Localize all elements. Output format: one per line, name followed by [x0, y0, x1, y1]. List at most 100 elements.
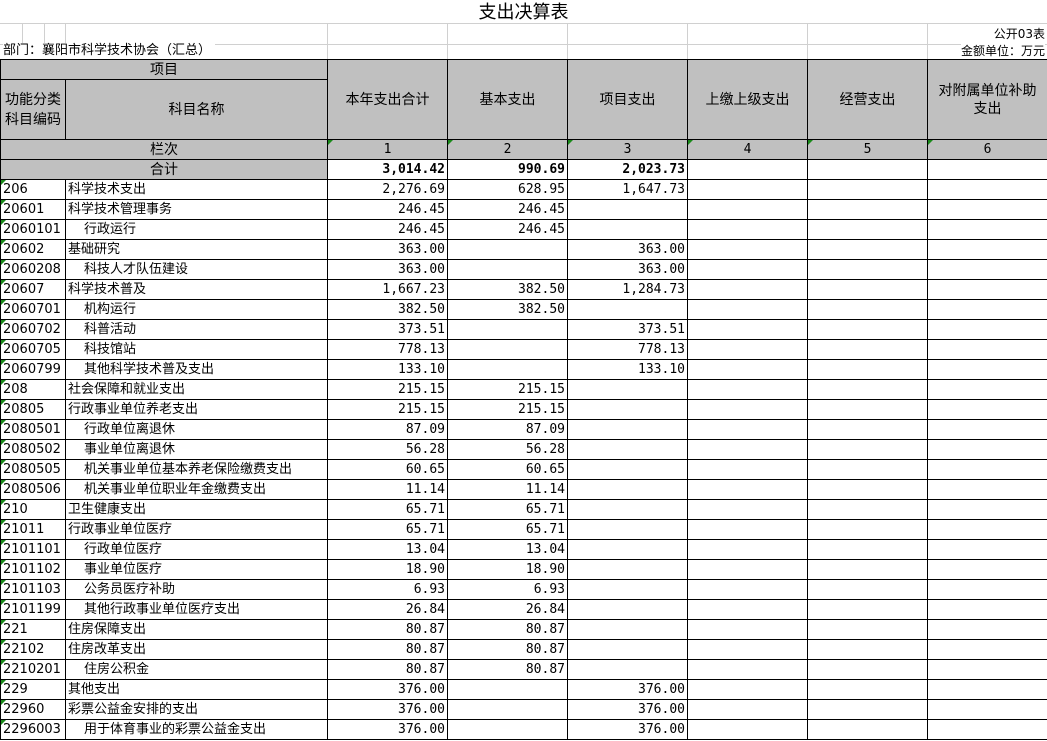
value-cell[interactable]: [447, 319, 568, 340]
value-cell[interactable]: [807, 179, 928, 200]
value-cell[interactable]: [687, 599, 808, 620]
value-cell[interactable]: 376.00: [567, 719, 688, 740]
name-cell[interactable]: 公务员医疗补助: [65, 579, 328, 600]
value-cell[interactable]: 1,647.73: [567, 179, 688, 200]
value-cell[interactable]: 65.71: [447, 519, 568, 540]
value-cell[interactable]: [807, 679, 928, 700]
code-cell[interactable]: 210: [0, 499, 66, 520]
code-cell[interactable]: 22102: [0, 639, 66, 660]
value-cell[interactable]: [567, 499, 688, 520]
value-cell[interactable]: [567, 459, 688, 480]
name-cell[interactable]: 基础研究: [65, 239, 328, 260]
value-cell[interactable]: 215.15: [327, 379, 448, 400]
value-cell[interactable]: 80.87: [447, 619, 568, 640]
value-cell[interactable]: [687, 659, 808, 680]
value-cell[interactable]: [807, 699, 928, 720]
value-cell[interactable]: [927, 199, 1047, 220]
value-cell[interactable]: [687, 579, 808, 600]
value-cell[interactable]: 11.14: [447, 479, 568, 500]
value-cell[interactable]: [807, 279, 928, 300]
code-cell[interactable]: 2060208: [0, 259, 66, 280]
value-cell[interactable]: [927, 499, 1047, 520]
value-cell[interactable]: [927, 639, 1047, 660]
value-cell[interactable]: [927, 659, 1047, 680]
value-cell[interactable]: [927, 219, 1047, 240]
value-cell[interactable]: [447, 259, 568, 280]
value-cell[interactable]: 215.15: [447, 399, 568, 420]
value-cell[interactable]: 376.00: [567, 699, 688, 720]
value-cell[interactable]: 363.00: [567, 259, 688, 280]
value-cell[interactable]: [927, 319, 1047, 340]
value-cell[interactable]: [927, 359, 1047, 380]
value-cell[interactable]: [687, 279, 808, 300]
value-cell[interactable]: [567, 599, 688, 620]
value-cell[interactable]: [927, 719, 1047, 740]
value-cell[interactable]: [927, 539, 1047, 560]
value-cell[interactable]: [807, 299, 928, 320]
value-cell[interactable]: [567, 619, 688, 640]
name-cell[interactable]: 科技馆站: [65, 339, 328, 360]
value-cell[interactable]: [927, 699, 1047, 720]
name-cell[interactable]: 科普活动: [65, 319, 328, 340]
value-cell[interactable]: [927, 479, 1047, 500]
value-cell[interactable]: [687, 459, 808, 480]
value-cell[interactable]: [687, 299, 808, 320]
value-cell[interactable]: [927, 459, 1047, 480]
value-cell[interactable]: [447, 679, 568, 700]
name-cell[interactable]: 机构运行: [65, 299, 328, 320]
total-value[interactable]: 990.69: [447, 159, 568, 180]
value-cell[interactable]: [807, 339, 928, 360]
value-cell[interactable]: [807, 319, 928, 340]
code-cell[interactable]: 221: [0, 619, 66, 640]
code-cell[interactable]: 208: [0, 379, 66, 400]
value-cell[interactable]: 382.50: [447, 299, 568, 320]
value-cell[interactable]: 382.50: [327, 299, 448, 320]
total-value[interactable]: [807, 159, 928, 180]
value-cell[interactable]: [687, 339, 808, 360]
value-cell[interactable]: 2,276.69: [327, 179, 448, 200]
value-cell[interactable]: 133.10: [327, 359, 448, 380]
value-cell[interactable]: [807, 479, 928, 500]
code-cell[interactable]: 2060799: [0, 359, 66, 380]
value-cell[interactable]: [807, 519, 928, 540]
value-cell[interactable]: [567, 639, 688, 660]
value-cell[interactable]: 26.84: [447, 599, 568, 620]
value-cell[interactable]: 376.00: [327, 699, 448, 720]
code-cell[interactable]: 2101101: [0, 539, 66, 560]
value-cell[interactable]: [687, 259, 808, 280]
value-cell[interactable]: [807, 719, 928, 740]
value-cell[interactable]: [807, 399, 928, 420]
name-cell[interactable]: 彩票公益金安排的支出: [65, 699, 328, 720]
value-cell[interactable]: 778.13: [567, 339, 688, 360]
value-cell[interactable]: 65.71: [327, 499, 448, 520]
value-cell[interactable]: [927, 399, 1047, 420]
value-cell[interactable]: [687, 619, 808, 640]
value-cell[interactable]: 628.95: [447, 179, 568, 200]
name-cell[interactable]: 机关事业单位基本养老保险缴费支出: [65, 459, 328, 480]
value-cell[interactable]: [927, 419, 1047, 440]
value-cell[interactable]: 80.87: [327, 659, 448, 680]
value-cell[interactable]: 376.00: [327, 719, 448, 740]
value-cell[interactable]: [687, 379, 808, 400]
value-cell[interactable]: [687, 499, 808, 520]
value-cell[interactable]: [927, 619, 1047, 640]
value-cell[interactable]: [687, 639, 808, 660]
value-cell[interactable]: [567, 559, 688, 580]
value-cell[interactable]: [567, 299, 688, 320]
value-cell[interactable]: [567, 439, 688, 460]
value-cell[interactable]: [807, 559, 928, 580]
value-cell[interactable]: [567, 399, 688, 420]
value-cell[interactable]: [567, 379, 688, 400]
value-cell[interactable]: [687, 699, 808, 720]
value-cell[interactable]: [807, 439, 928, 460]
value-cell[interactable]: [927, 299, 1047, 320]
name-cell[interactable]: 科技人才队伍建设: [65, 259, 328, 280]
value-cell[interactable]: [687, 559, 808, 580]
name-cell[interactable]: 其他行政事业单位医疗支出: [65, 599, 328, 620]
value-cell[interactable]: 18.90: [447, 559, 568, 580]
value-cell[interactable]: [807, 259, 928, 280]
value-cell[interactable]: [687, 539, 808, 560]
name-cell[interactable]: 其他支出: [65, 679, 328, 700]
value-cell[interactable]: [807, 239, 928, 260]
value-cell[interactable]: [807, 499, 928, 520]
